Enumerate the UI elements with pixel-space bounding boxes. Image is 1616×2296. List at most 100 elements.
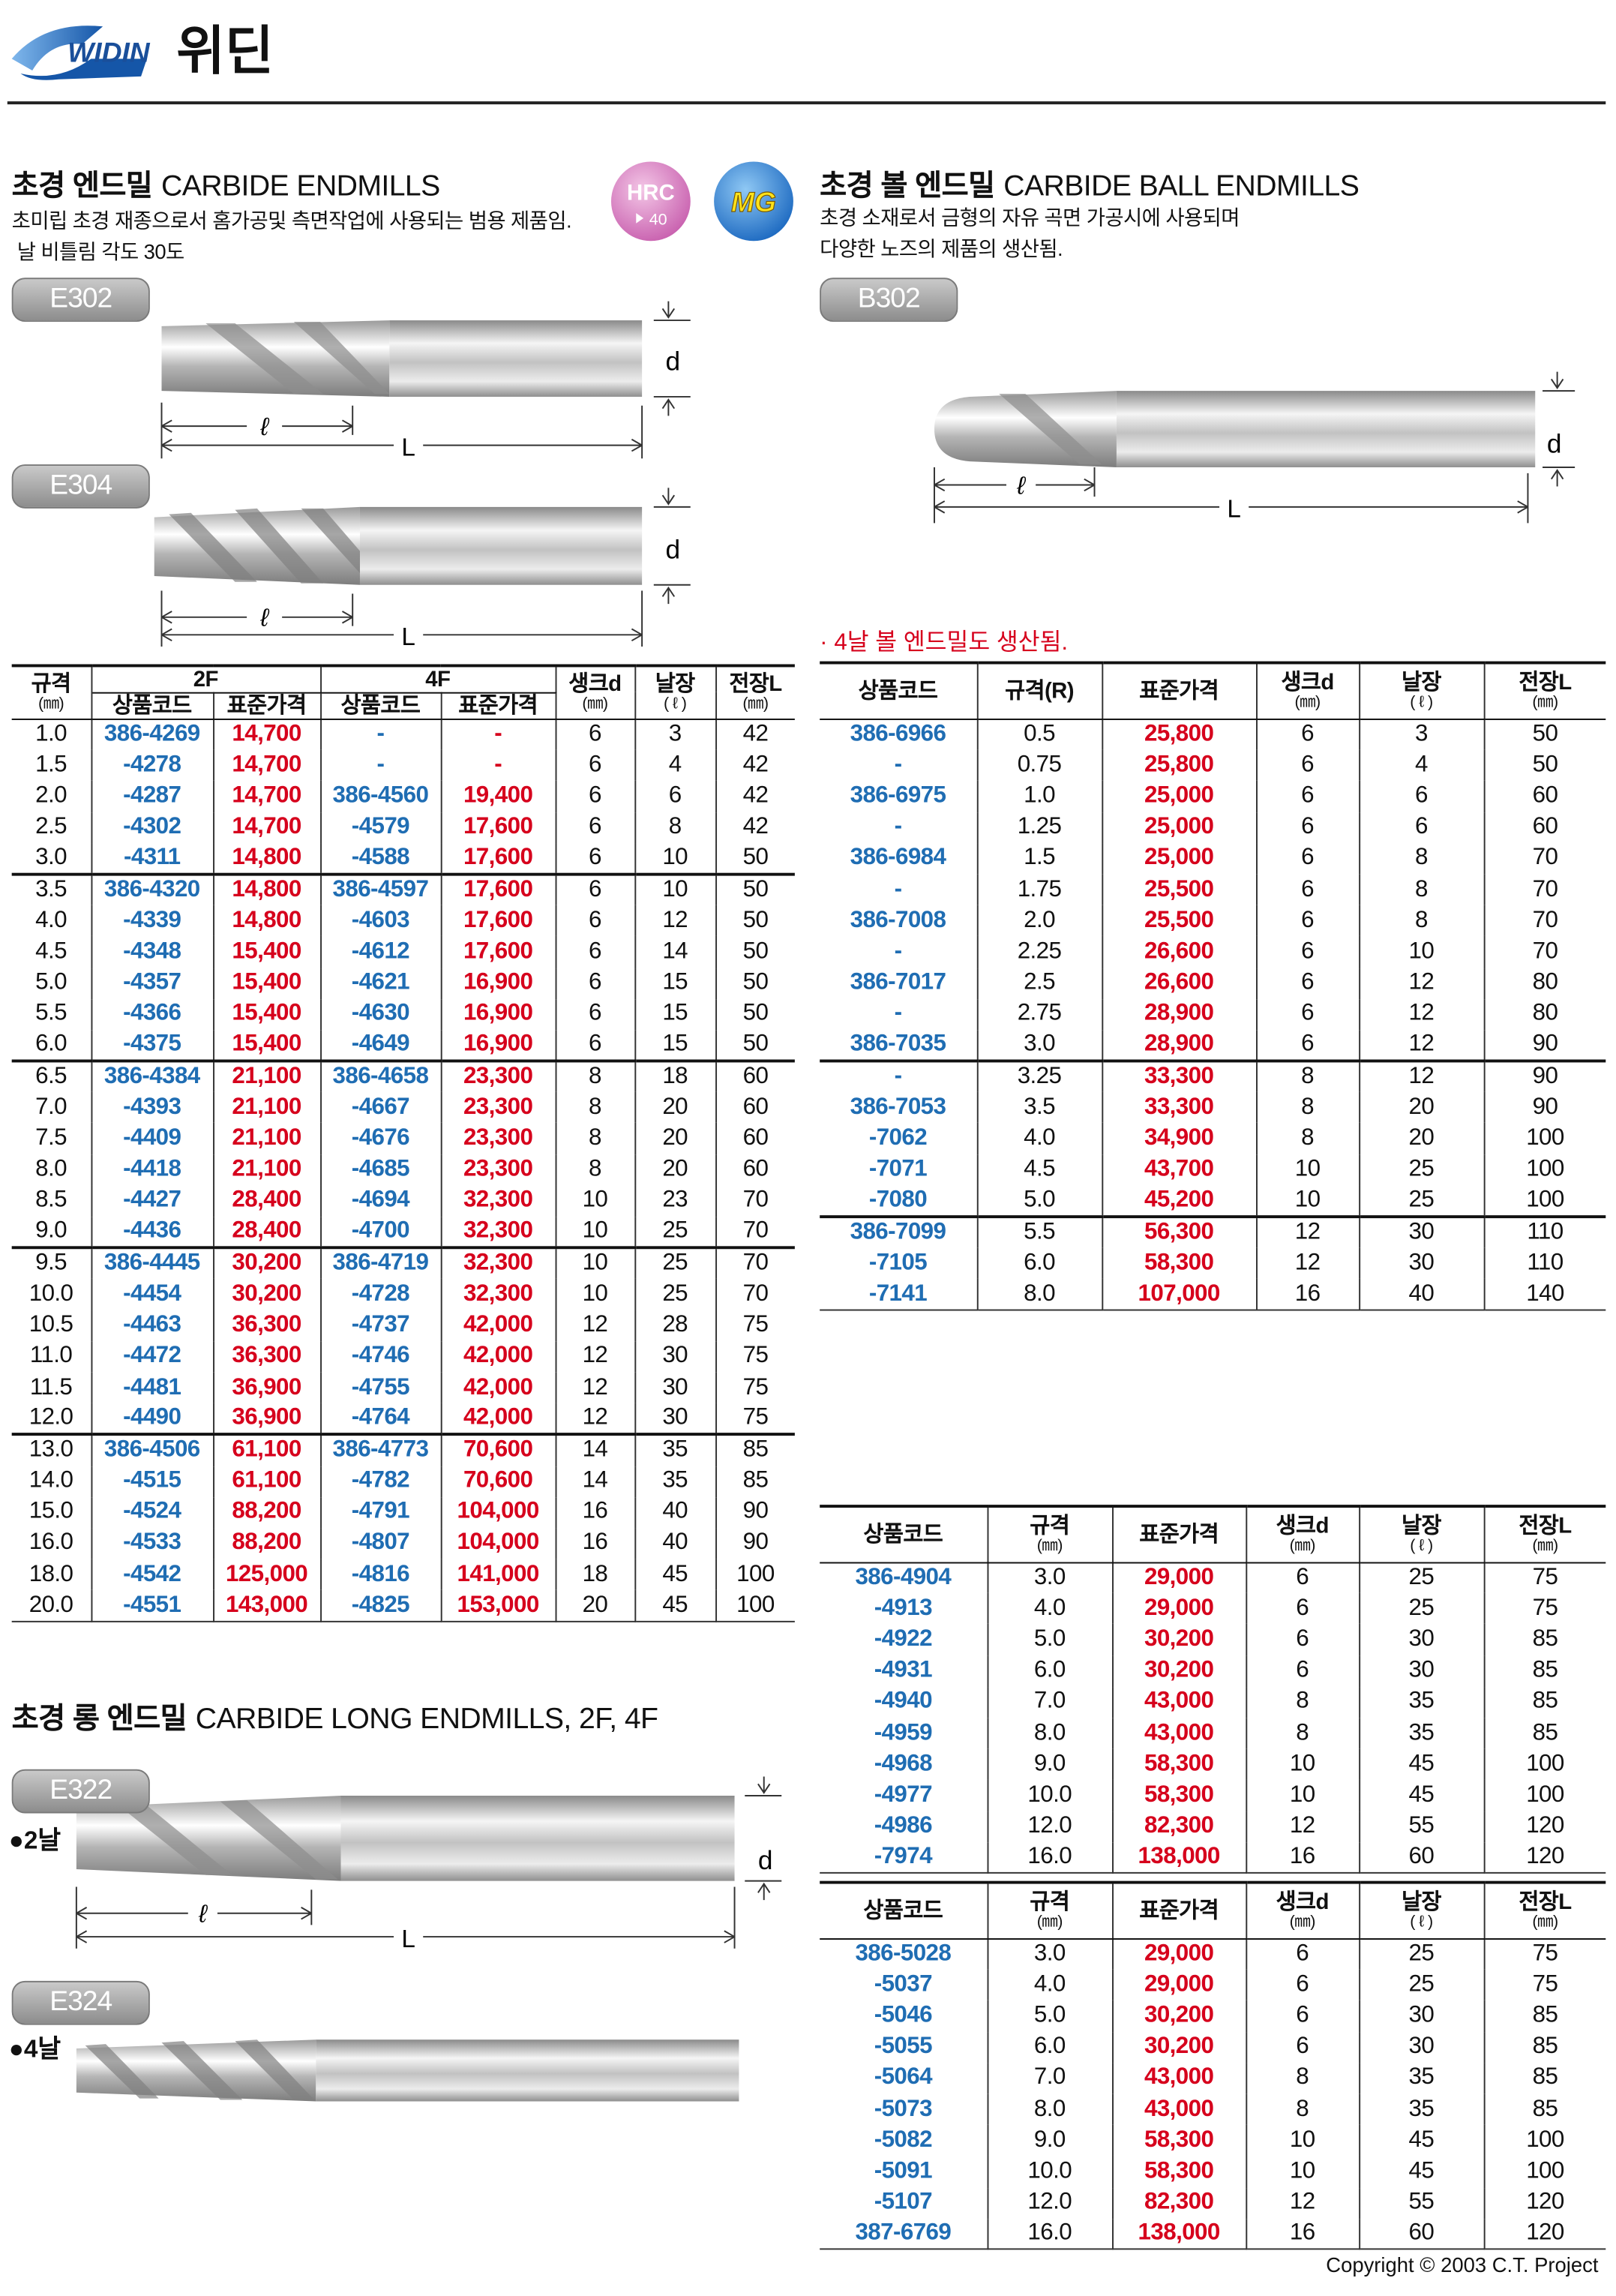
table-row: -4931 6.0 30,200 6 30 85 <box>820 1655 1606 1687</box>
header-unit: (㎜) <box>1532 693 1558 711</box>
price: 17,600 <box>439 843 556 875</box>
spec-value: 40 <box>634 1528 717 1559</box>
spec-value: 10 <box>554 1185 636 1217</box>
header-label: 표준가격 <box>1139 678 1219 704</box>
product-code: 386-5028 <box>820 1938 988 1970</box>
spec-value: 5.0 <box>986 2000 1114 2032</box>
product-code: -4816 <box>319 1559 442 1591</box>
table-row: -5082 9.0 58,300 10 45 100 <box>820 2125 1606 2156</box>
spec-value: 25 <box>1358 1185 1485 1217</box>
section-title: 초경 엔드밀 CARBIDE ENDMILLS <box>12 161 441 204</box>
header-label: 규격(R) <box>1005 678 1075 704</box>
header-unit: ( ℓ ) <box>1410 693 1433 711</box>
product-code: -4409 <box>90 1123 214 1155</box>
spec-value: 12 <box>554 1372 636 1404</box>
spec-value: 8.0 <box>986 1718 1114 1749</box>
price: 15,400 <box>212 998 322 1031</box>
price-table: 규격 (㎜) 2F 4F 생크d (㎜) 날장( ℓ ) 전장L (㎜) 상품코드 표준가격 상품코드… <box>11 664 795 1622</box>
price: 17,600 <box>439 872 556 906</box>
product-code: -5046 <box>820 2000 988 2032</box>
spec-value: 90 <box>715 1528 795 1559</box>
spec-value: 16.0 <box>986 2218 1114 2251</box>
price: 25,000 <box>1101 781 1258 812</box>
spec-value: 55 <box>1358 2187 1485 2219</box>
product-code: -4427 <box>90 1185 214 1217</box>
header-cell: 상품코드 <box>91 692 214 719</box>
price: 25,000 <box>1101 812 1258 844</box>
spec-value: 12 <box>1358 998 1485 1031</box>
spec-value: 25 <box>1358 1938 1485 1970</box>
product-code: -4931 <box>820 1655 988 1687</box>
table-row: -5037 4.0 29,000 6 25 75 <box>820 1969 1606 2001</box>
spec-value: 85 <box>715 1433 795 1466</box>
spec-value: 25 <box>634 1246 717 1280</box>
product-code: 386-4597 <box>319 872 442 906</box>
table-row: 11.5 -4481 36,900 -4755 42,000 12 30 75 <box>11 1372 795 1404</box>
spec-value: 8 <box>1245 1718 1360 1749</box>
dim-L: L <box>401 434 415 461</box>
model-label: E324 <box>11 1980 150 2025</box>
product-code: -4825 <box>319 1590 442 1622</box>
product-code: -4791 <box>319 1496 442 1529</box>
table-row: -5091 10.0 58,300 10 45 100 <box>820 2156 1606 2188</box>
price: 33,300 <box>1101 1059 1258 1093</box>
spec-value: 140 <box>1483 1279 1606 1311</box>
table-row: -5107 12.0 82,300 12 55 120 <box>820 2187 1606 2219</box>
spec-value: 10 <box>554 1279 636 1310</box>
product-code: 386-4904 <box>820 1562 988 1594</box>
spec-value: 45 <box>1358 1748 1485 1781</box>
table-row: -0.75 25,800 6 4 50 <box>820 749 1606 782</box>
spec-value: 85 <box>1483 2093 1606 2126</box>
table-row: 386-4904 3.0 29,000 6 25 75 <box>820 1562 1606 1594</box>
spec-value: 7.0 <box>11 1092 92 1124</box>
spec-value: 6.0 <box>976 1247 1103 1280</box>
price: 58,300 <box>1101 1247 1258 1280</box>
spec-value: 6 <box>1255 781 1360 812</box>
price: 56,300 <box>1101 1215 1258 1248</box>
spec-value: 25 <box>634 1217 717 1248</box>
spec-value: 10 <box>1358 936 1485 968</box>
header-unit: (㎜) <box>1289 1913 1316 1931</box>
spec-value: 75 <box>715 1372 795 1404</box>
spec-value: 45 <box>634 1590 717 1622</box>
table-row: 18.0 -4542 125,000 -4816 141,000 18 45 100 <box>11 1559 795 1591</box>
price: 21,100 <box>212 1123 322 1155</box>
table-row: 3.5 386-4320 14,800 386-4597 17,600 6 10 50 <box>11 872 795 906</box>
spec-value: 3.5 <box>11 872 92 906</box>
spec-value: 6 <box>1245 1938 1360 1970</box>
spec-value: 6 <box>554 749 636 782</box>
price: 36,300 <box>212 1310 322 1342</box>
spec-value: 60 <box>1483 781 1606 812</box>
price: 28,900 <box>1101 998 1258 1031</box>
header-unit: ( ℓ ) <box>664 695 687 713</box>
table-header: 상품코드 규격 (㎜) 표준가격 생크d (㎜) 날장( ℓ ) 전장L (㎜) <box>820 1505 1606 1563</box>
header-label: 전장L <box>729 671 782 697</box>
spec-value: 6 <box>554 718 636 750</box>
price: 42,000 <box>439 1341 556 1373</box>
spec-value: 12 <box>1255 1215 1360 1248</box>
table-row: 386-6984 1.5 25,000 6 8 70 <box>820 843 1606 875</box>
spec-value: 1.75 <box>976 874 1103 906</box>
spec-value: 10.0 <box>986 1780 1114 1811</box>
spec-value: 6 <box>554 905 636 937</box>
header-cell: 표준가격 <box>1111 1505 1247 1563</box>
table-row: 16.0 -4533 88,200 -4807 104,000 16 40 90 <box>11 1528 795 1559</box>
spec-value: 45 <box>634 1559 717 1591</box>
spec-value: 7.5 <box>11 1123 92 1155</box>
spec-value: 60 <box>1358 2218 1485 2251</box>
header-label: 날장 <box>655 671 696 697</box>
spec-value: 16 <box>1245 2218 1360 2251</box>
product-code: 386-6966 <box>820 718 978 750</box>
table-row: 10.0 -4454 30,200 -4728 32,300 10 25 70 <box>11 1279 795 1310</box>
spec-value: 35 <box>1358 1718 1485 1749</box>
price-table: 상품코드 규격 (㎜) 표준가격 생크d (㎜) 날장( ℓ ) 전장L (㎜) 386-5028… <box>820 1880 1606 2251</box>
spec-value: 50 <box>1483 718 1606 750</box>
flute-count: ●4날 <box>8 2035 61 2063</box>
spec-value: 2.0 <box>11 781 92 812</box>
spec-value: 12 <box>1255 1247 1360 1280</box>
spec-value: 0.5 <box>976 718 1103 750</box>
spec-value: 2.75 <box>976 998 1103 1031</box>
product-code: -4807 <box>319 1528 442 1559</box>
spec-value: 12 <box>554 1310 636 1342</box>
tool-e322: d ℓ L <box>75 1776 782 1953</box>
